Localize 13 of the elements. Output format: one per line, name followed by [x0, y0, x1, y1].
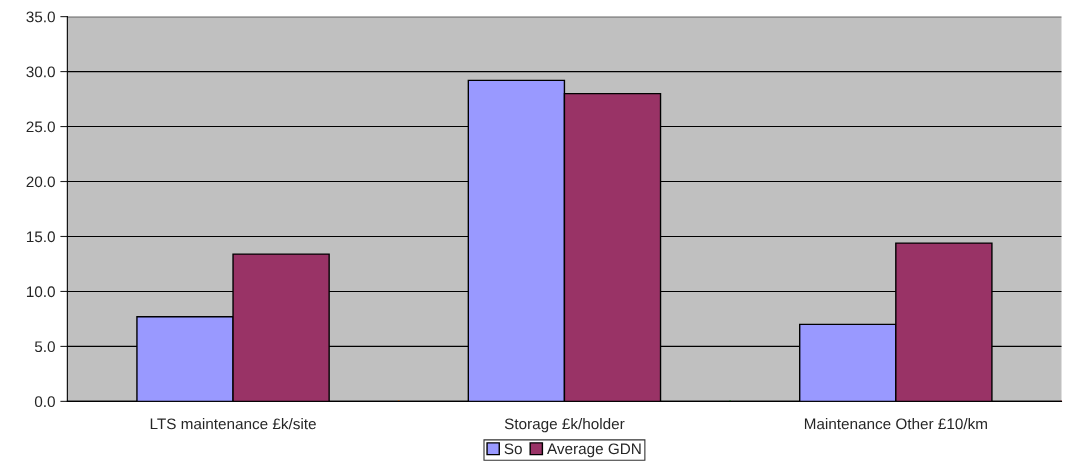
y-tick-label: 35.0: [26, 11, 55, 23]
x-tick-label: Storage £k/holder: [504, 418, 625, 433]
legend-label: Average GDN: [547, 443, 641, 458]
y-tick-label: 0.0: [34, 396, 55, 408]
y-tick-label: 30.0: [26, 66, 55, 78]
x-tick-label: LTS maintenance £k/site: [150, 418, 316, 430]
y-tick-label: 20.0: [26, 176, 55, 188]
y-tick-label: 25.0: [26, 121, 55, 133]
x-tick-label: Maintenance Other £10/km: [804, 418, 987, 430]
y-tick-label: 10.0: [26, 286, 55, 298]
legend-label: So: [504, 443, 522, 455]
y-tick-label: 15.0: [26, 231, 55, 243]
y-tick-label: 5.0: [34, 341, 55, 353]
